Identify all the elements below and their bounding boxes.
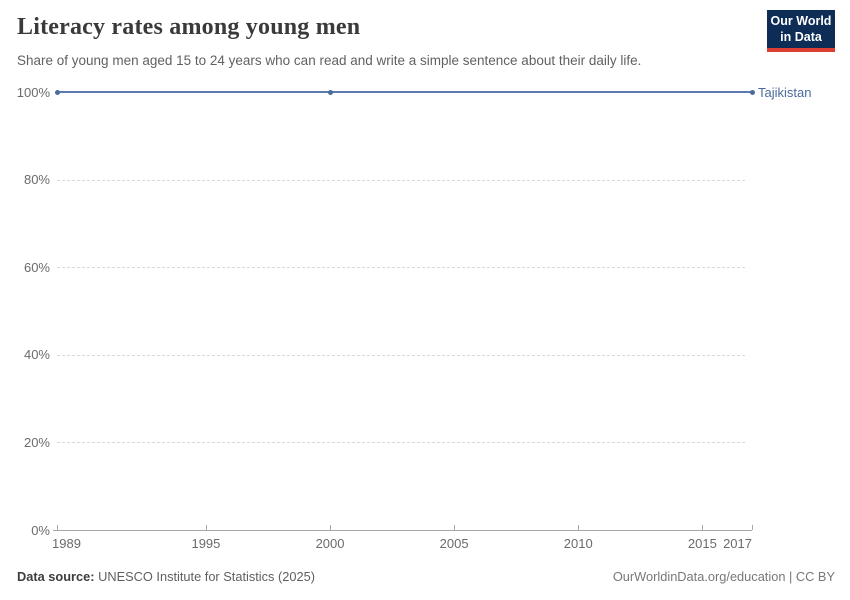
x-axis-tick-label: 1989: [52, 536, 81, 551]
y-gridline-60: [57, 267, 745, 269]
attribution-link[interactable]: OurWorldinData.org/education | CC BY: [612, 569, 835, 584]
x-axis-tick-label: 2015: [687, 536, 717, 551]
y-axis-tick-label: 100%: [16, 84, 50, 100]
x-axis-tick-mark: [454, 525, 456, 530]
x-axis-tick-label: 2000: [315, 536, 345, 551]
logo-line-1: Our World: [770, 14, 832, 28]
data-point-tajikistan-2017: [749, 89, 755, 95]
logo-line-2: in Data: [780, 29, 822, 44]
x-axis-tick-label: 2005: [439, 536, 469, 551]
x-axis-tick-label: 1995: [191, 536, 221, 551]
data-source-label: Data source:: [17, 569, 95, 584]
y-axis-tick-label: 60%: [23, 259, 50, 275]
y-axis-tick-label: 0%: [31, 522, 50, 538]
x-axis-tick-mark: [330, 525, 332, 530]
x-axis-tick-mark: [205, 525, 207, 530]
data-point-tajikistan-2000: [327, 89, 333, 95]
y-gridline-40: [57, 354, 745, 356]
x-axis-tick-mark: [752, 525, 753, 530]
data-point-tajikistan-1989: [54, 89, 60, 95]
x-axis-tick-mark: [578, 525, 580, 530]
x-axis-tick-mark: [702, 525, 704, 530]
our-world-in-data-logo[interactable]: Our World in Data: [767, 10, 835, 52]
series-line-tajikistan: [57, 90, 331, 94]
x-axis-tick-label: 2010: [563, 536, 593, 551]
y-axis-tick-label: 20%: [23, 434, 50, 450]
y-axis-tick-label: 40%: [23, 347, 50, 363]
x-axis-line: [53, 530, 752, 531]
y-gridline-80: [57, 179, 745, 181]
x-axis-tick-label: 2017: [723, 536, 752, 551]
series-line-tajikistan: [330, 90, 752, 94]
chart-title: Literacy rates among young men: [17, 14, 361, 40]
chart-footer: Data source: UNESCO Institute for Statis…: [17, 569, 835, 584]
y-gridline-20: [57, 442, 745, 444]
chart-subtitle: Share of young men aged 15 to 24 years w…: [17, 53, 642, 68]
data-source-value: UNESCO Institute for Statistics (2025): [94, 569, 315, 584]
series-label-tajikistan[interactable]: Tajikistan: [758, 84, 812, 100]
data-source-note: Data source: UNESCO Institute for Statis…: [17, 569, 315, 584]
y-axis-tick-label: 80%: [23, 172, 50, 188]
x-axis-tick-mark: [57, 525, 58, 530]
